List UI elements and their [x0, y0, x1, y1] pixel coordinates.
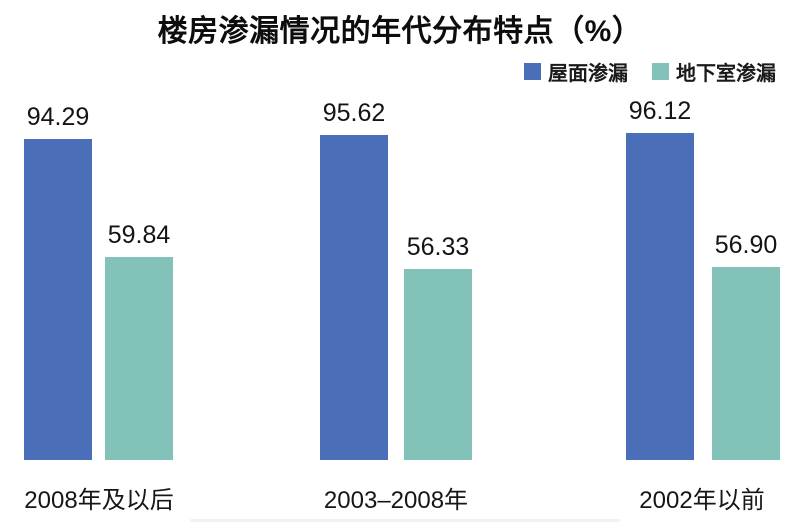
- bar-rect-basement: [404, 268, 472, 460]
- bar-value-label: 56.33: [406, 232, 470, 261]
- bar-rect-roof: [626, 133, 694, 460]
- chart-title: 楼房渗漏情况的年代分布特点（%）: [157, 15, 643, 48]
- legend-swatch-roof-icon: [524, 63, 541, 80]
- category-label-2003-2008: 2003–2008年: [323, 487, 469, 514]
- legend-swatch-basement-icon: [652, 63, 669, 80]
- legend-label-roof: 屋面渗漏: [548, 63, 628, 85]
- bottom-cutoff-artifact: [190, 519, 620, 522]
- legend-item-roof: 屋面渗漏: [524, 57, 628, 86]
- bar-rect-basement: [712, 266, 780, 460]
- category-label-before-2002: 2002年以前: [639, 487, 765, 514]
- bar-rect-basement: [105, 256, 173, 460]
- category-label-2008-and-after: 2008年及以后: [24, 487, 174, 514]
- legend-item-basement: 地下室渗漏: [652, 57, 776, 86]
- bar-value-label: 59.84: [107, 220, 171, 249]
- bar-rect-roof: [24, 139, 92, 460]
- bar-value-label: 96.12: [628, 97, 692, 126]
- bar-value-label: 95.62: [322, 98, 386, 127]
- bar-value-label: 56.90: [714, 230, 778, 259]
- bar-value-label: 94.29: [26, 103, 90, 132]
- bar-rect-roof: [320, 134, 388, 460]
- legend: 屋面渗漏 地下室渗漏: [524, 57, 776, 86]
- legend-label-basement: 地下室渗漏: [676, 63, 776, 85]
